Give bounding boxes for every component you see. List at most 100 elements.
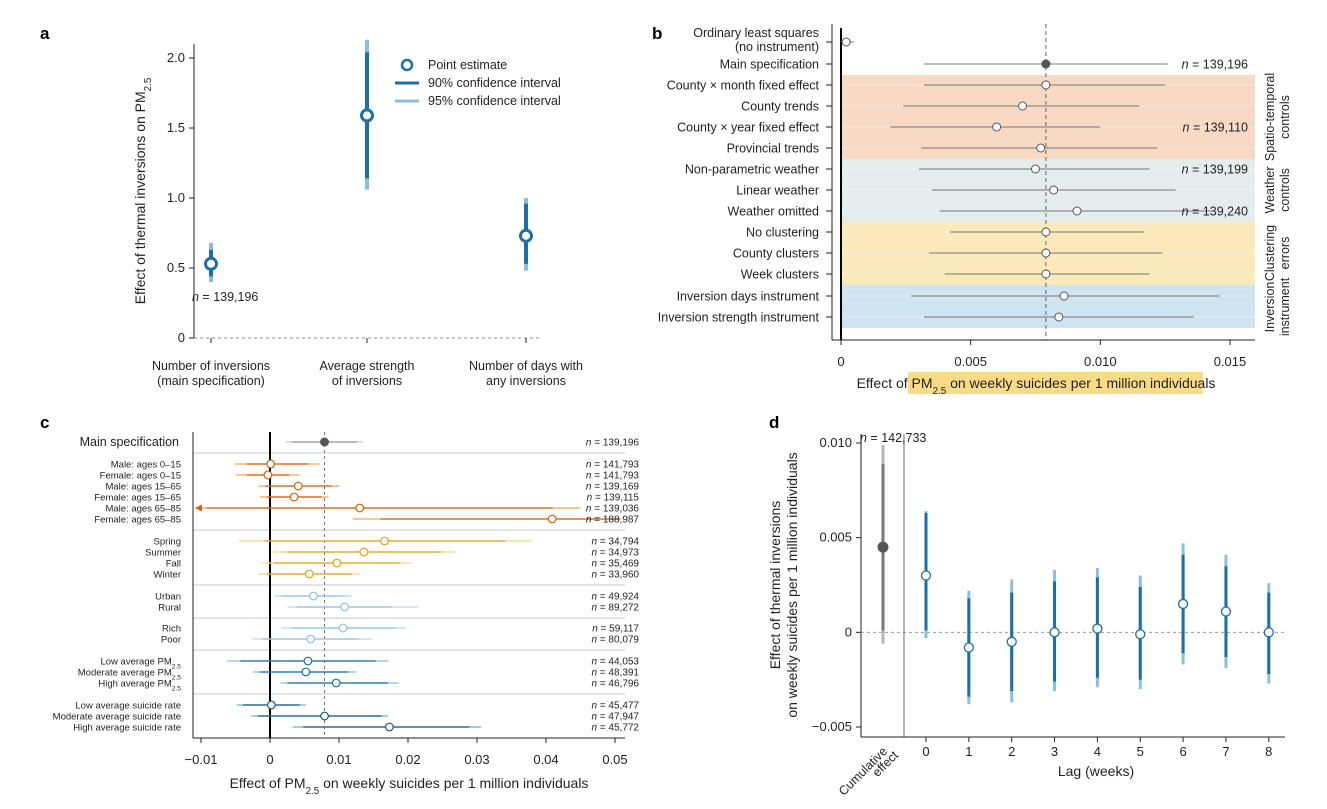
n-value: = 89,272: [597, 603, 639, 614]
legend-label: Point estimate: [428, 58, 507, 72]
row-label: Main specification: [80, 435, 179, 449]
n-value: = 139,115: [592, 493, 639, 504]
row-label: Linear weather: [736, 184, 819, 198]
row-label: Main specification: [720, 58, 819, 72]
n-value: = 142,733: [867, 431, 926, 445]
y-tick-label: 0: [178, 330, 185, 345]
point-estimate: [1041, 59, 1051, 69]
group-label: instrument: [1278, 277, 1292, 336]
point-estimate: [1041, 227, 1051, 237]
point-estimate: [309, 591, 318, 601]
row-label: Moderate average suicide rate: [53, 712, 181, 723]
point-estimate: [384, 722, 394, 732]
row-label: County trends: [741, 100, 819, 114]
label-suffix: on weekly suicides per 1 million individ…: [319, 775, 588, 791]
y-tick-label: −0.005: [812, 719, 852, 734]
n-value: = 46,796: [597, 679, 639, 690]
point-estimate: [547, 514, 557, 524]
sample-size-label: n = 35,469: [591, 559, 639, 570]
n-symbol: n: [591, 712, 597, 723]
y-axis-label: Effect of thermal inversions: [767, 501, 783, 670]
n-symbol: n: [860, 431, 867, 445]
x-tick-label: 0.015: [1214, 354, 1247, 369]
n-value: = 139,199: [1189, 163, 1248, 177]
n-symbol: n: [586, 438, 592, 449]
point-estimate: [332, 558, 342, 568]
row-label: Male: ages 65–85: [105, 504, 181, 515]
n-symbol: n: [586, 471, 592, 482]
n-value: = 34,973: [597, 548, 639, 559]
label-subscript: 2.5: [933, 386, 947, 397]
point-estimate: [1049, 627, 1060, 638]
x-tick-label: 1: [965, 744, 972, 759]
x-tick-label: 0.02: [395, 752, 420, 767]
n-value: = 139,169: [591, 482, 639, 493]
label-main: High average PM: [98, 679, 171, 690]
x-category-label: any inversions: [486, 374, 566, 388]
point-estimate: [306, 634, 316, 644]
n-value: = 188,987: [591, 515, 639, 526]
x-category-label: Number of inversions: [152, 359, 270, 373]
n-symbol: n: [591, 679, 597, 690]
row-label: Summer: [145, 548, 181, 559]
point-estimate: [380, 536, 389, 546]
n-value: = 139,036: [591, 504, 639, 515]
row-label: Urban: [155, 592, 181, 603]
x-tick-label: −0.01: [185, 752, 218, 767]
group-label: controls: [1278, 95, 1292, 139]
point-estimate: [1049, 185, 1059, 195]
point-estimate: [841, 37, 851, 47]
row-label: High average PM2.5: [98, 679, 181, 693]
n-value: = 45,772: [597, 723, 639, 734]
n-value: = 59,117: [598, 624, 640, 635]
n-value: = 48,391: [597, 668, 639, 679]
row-label: Female: ages 65–85: [94, 515, 181, 526]
point-estimate: [1036, 143, 1046, 153]
y-axis-label: Effect of thermal inversions on PM2.5: [132, 77, 154, 304]
x-category-label: (main specification): [157, 374, 265, 388]
label-main: Moderate average PM: [78, 668, 172, 679]
panel-a-label: a: [40, 24, 50, 43]
sample-size-label: n = 139,196: [586, 438, 640, 449]
n-symbol: n: [591, 603, 597, 614]
sample-size-label: n = 139,169: [586, 482, 640, 493]
legend-label: 90% confidence interval: [428, 76, 561, 90]
point-estimate: [1059, 291, 1069, 301]
sample-size-label: n = 34,973: [591, 548, 639, 559]
sample-size-label: n = 139,110: [1183, 121, 1249, 135]
y-tick-label: 0.5: [167, 260, 185, 275]
n-symbol: n: [591, 537, 597, 548]
panel-b: b Ordinary least squares(no instrument) M…: [652, 24, 1292, 397]
sample-size-label: n = 47,947: [591, 712, 639, 723]
row-label: Ordinary least squares: [693, 26, 819, 40]
n-symbol: n: [587, 493, 593, 504]
panel-c-label: c: [40, 413, 49, 432]
n-symbol: n: [586, 482, 592, 493]
n-symbol: n: [591, 723, 597, 734]
point-estimate: [204, 256, 218, 271]
row-label: Low average PM2.5: [100, 657, 181, 671]
row-label: Female: ages 15–65: [94, 493, 181, 504]
point-estimate: [1072, 206, 1082, 216]
point-estimate: [303, 656, 313, 666]
n-value: = 139,196: [591, 438, 639, 449]
row-label: Week clusters: [741, 268, 819, 282]
row-label: Moderate average PM2.5: [78, 668, 182, 682]
label-main: Effect of thermal inversions on PM: [132, 91, 148, 304]
n-value: = 80,079: [597, 635, 639, 646]
n-value: = 34,794: [597, 537, 639, 548]
row-label: Rural: [158, 603, 181, 614]
sample-size-annotation: n = 142,733: [860, 431, 926, 445]
row-label: Male: ages 0–15: [111, 460, 181, 471]
point-estimate: [877, 541, 889, 553]
n-value: = 47,947: [597, 712, 639, 723]
point-estimate: [340, 602, 349, 612]
n-value: = 35,469: [597, 559, 639, 570]
x-category-label: of inversions: [332, 374, 402, 388]
point-estimate: [338, 623, 348, 633]
row-label: Female: ages 0–15: [100, 471, 181, 482]
sample-size-annotation: n = 139,196: [192, 290, 258, 304]
x-tick-label: 8: [1265, 744, 1272, 759]
point-estimate: [266, 700, 276, 710]
